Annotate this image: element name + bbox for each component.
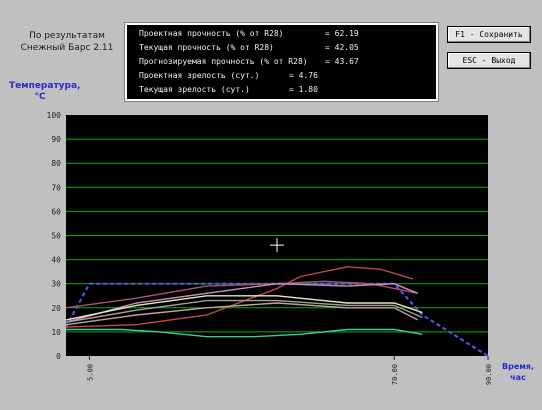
save-button[interactable]: F1 - Сохранить: [447, 26, 531, 43]
info-row: Проектная зрелость (сут.) = 4.76: [139, 69, 424, 83]
y-tick-label: 90: [51, 135, 61, 144]
series-line: [65, 282, 418, 323]
info-value: = 43.67: [325, 57, 359, 66]
strength-info-panel: Проектная прочность (% от R28) = 62.19 Те…: [124, 22, 439, 102]
y-axis-label: Температура,: [9, 81, 81, 91]
y-tick-label: 70: [51, 183, 61, 192]
series-line: [65, 302, 419, 326]
x-axis-unit: час: [510, 373, 526, 382]
info-value: = 42.05: [325, 43, 359, 52]
info-value: = 62.19: [325, 29, 359, 38]
y-axis-unit: °C: [34, 92, 46, 102]
source-label-line: По результатам: [29, 31, 105, 41]
exit-button[interactable]: ESC - Выход: [447, 52, 531, 69]
x-tick-label: 70.00: [391, 364, 399, 385]
y-tick-label: 80: [51, 159, 61, 168]
series-line: [65, 299, 423, 323]
info-label: Текущая зрелость (сут.): [139, 85, 250, 94]
y-tick-label: 10: [51, 328, 61, 337]
y-tick-label: 60: [51, 207, 61, 216]
info-row: Текущая прочность (% от R28) = 42.05: [139, 41, 424, 55]
y-tick-label: 30: [51, 280, 61, 289]
y-tick-label: 20: [51, 304, 61, 313]
x-tick-label: 90.00: [485, 364, 493, 385]
source-label: По результатам Снежный Барс 2.11: [18, 30, 116, 54]
source-label-line: Снежный Барс 2.11: [20, 43, 114, 53]
y-tick-label: 0: [56, 352, 61, 361]
info-label: Прогнозируемая прочность (% от R28): [139, 57, 308, 66]
info-label: Текущая прочность (% от R28): [139, 43, 274, 52]
info-row: Проектная прочность (% от R28) = 62.19: [139, 27, 424, 41]
y-tick-label: 40: [51, 256, 61, 265]
x-axis-title: Время, час: [500, 361, 536, 383]
x-axis-label: Время,: [502, 362, 534, 371]
x-tick-label: 5.00: [86, 364, 94, 381]
info-value: = 4.76: [289, 71, 318, 80]
info-label: Проектная зрелость (сут.): [139, 71, 260, 80]
info-row: Текущая зрелость (сут.) = 1.80: [139, 83, 424, 97]
y-tick-label: 100: [47, 111, 62, 120]
info-row: Прогнозируемая прочность (% от R28) = 43.…: [139, 55, 424, 69]
info-label: Проектная прочность (% от R28): [139, 29, 284, 38]
y-axis-title: Температура, °C: [9, 81, 81, 103]
series-line: [65, 282, 489, 357]
y-tick-label: 50: [51, 232, 61, 241]
series-line: [65, 295, 423, 321]
series-line: [66, 328, 423, 338]
info-value: = 1.80: [289, 85, 318, 94]
